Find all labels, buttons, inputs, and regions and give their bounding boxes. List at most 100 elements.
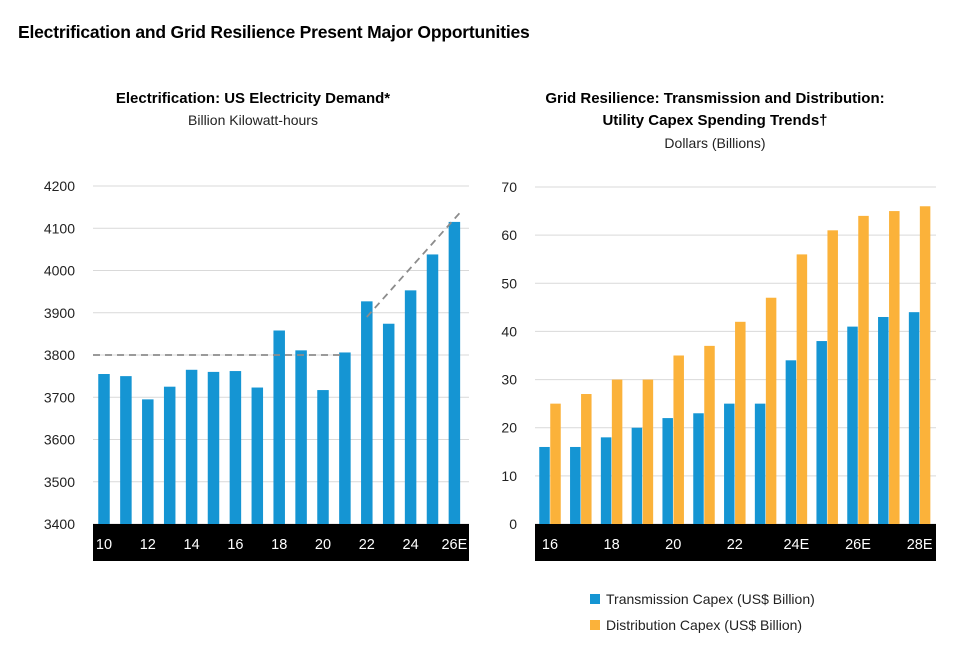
transmission-bar bbox=[724, 403, 735, 524]
right-x-tick-label: 22 bbox=[727, 537, 743, 553]
right-x-axis-band bbox=[535, 524, 936, 561]
legend-swatch-distribution bbox=[590, 620, 600, 630]
transmission-bar bbox=[600, 437, 612, 524]
distribution-bar bbox=[889, 211, 900, 525]
right-chart-legend: Transmission Capex (US$ Billion) Distrib… bbox=[590, 586, 815, 638]
left-x-tick-labels: 10 12 14 16 18 20 22 24 26E bbox=[96, 537, 468, 553]
right-x-tick-label: 16 bbox=[542, 537, 558, 553]
transmission-bar bbox=[785, 360, 797, 524]
left-y-tick-label: 3500 bbox=[44, 474, 75, 490]
left-bar bbox=[361, 301, 373, 524]
left-bar bbox=[339, 352, 351, 524]
right-x-tick-label: 26E bbox=[845, 537, 871, 553]
right-y-tick-label: 10 bbox=[501, 468, 517, 484]
right-chart-title-line-1: Grid Resilience: Transmission and Distri… bbox=[545, 90, 884, 107]
distribution-bar bbox=[611, 379, 623, 524]
left-chart: Electrification: US Electricity Demand* … bbox=[44, 90, 469, 561]
transmission-bar bbox=[662, 418, 673, 524]
distribution-bar bbox=[919, 206, 931, 524]
legend-label-transmission: Transmission Capex (US$ Billion) bbox=[606, 591, 815, 607]
right-y-tick-label: 30 bbox=[501, 372, 517, 388]
left-bar bbox=[98, 374, 110, 524]
left-y-tick-labels: 3400 3500 3600 3700 3800 3900 4000 4100 4200 bbox=[44, 178, 75, 532]
left-x-tick-label: 26E bbox=[441, 537, 467, 553]
left-bar bbox=[229, 371, 242, 524]
distribution-bar bbox=[858, 215, 869, 524]
right-y-tick-label: 0 bbox=[509, 516, 517, 532]
left-bar bbox=[163, 386, 176, 524]
right-y-tick-label: 70 bbox=[501, 179, 517, 195]
right-y-tick-label: 50 bbox=[501, 275, 517, 291]
right-chart: Grid Resilience: Transmission and Distri… bbox=[501, 90, 936, 561]
legend-swatch-transmission bbox=[590, 594, 600, 604]
right-x-tick-labels: 16 18 20 22 24E 26E 28E bbox=[542, 537, 933, 553]
right-bars bbox=[539, 206, 931, 525]
left-bar bbox=[448, 221, 461, 524]
transmission-bar bbox=[631, 427, 643, 524]
transmission-bar bbox=[754, 403, 766, 524]
left-x-axis-band bbox=[93, 524, 469, 561]
left-y-tick-label: 4100 bbox=[44, 220, 75, 236]
distribution-bar bbox=[796, 254, 808, 524]
left-chart-subtitle: Billion Kilowatt-hours bbox=[188, 112, 318, 128]
left-trend-lines bbox=[93, 211, 462, 356]
right-y-tick-label: 40 bbox=[501, 323, 517, 339]
right-x-tick-label: 24E bbox=[783, 537, 809, 553]
left-bar bbox=[185, 369, 198, 524]
left-y-tick-label: 3900 bbox=[44, 305, 75, 321]
left-bar bbox=[317, 390, 329, 524]
distribution-bar bbox=[735, 321, 746, 524]
left-bar bbox=[142, 399, 154, 524]
right-y-tick-labels: 0 10 20 30 40 50 60 70 bbox=[501, 179, 517, 532]
transmission-bar bbox=[908, 312, 920, 524]
left-bar bbox=[251, 387, 264, 524]
distribution-bar bbox=[550, 403, 561, 524]
right-x-tick-label: 18 bbox=[604, 537, 620, 553]
left-x-tick-label: 14 bbox=[184, 537, 200, 553]
left-x-tick-label: 22 bbox=[359, 537, 375, 553]
distribution-bar bbox=[704, 345, 715, 524]
legend-item-transmission: Transmission Capex (US$ Billion) bbox=[590, 586, 815, 612]
legend-label-distribution: Distribution Capex (US$ Billion) bbox=[606, 617, 803, 633]
left-x-tick-label: 12 bbox=[140, 537, 156, 553]
left-y-tick-label: 3700 bbox=[44, 389, 75, 405]
distribution-bar bbox=[642, 379, 654, 524]
distribution-bar bbox=[827, 230, 838, 525]
left-y-tick-label: 4200 bbox=[44, 178, 75, 194]
page-title: Electrification and Grid Resilience Pres… bbox=[18, 22, 530, 42]
transmission-bar bbox=[570, 446, 581, 524]
right-x-tick-label: 28E bbox=[907, 537, 933, 553]
left-x-tick-label: 10 bbox=[96, 537, 112, 553]
left-y-tick-label: 3600 bbox=[44, 432, 75, 448]
transmission-bar bbox=[693, 413, 704, 524]
left-y-tick-label: 3400 bbox=[44, 516, 75, 532]
left-chart-title: Electrification: US Electricity Demand* bbox=[116, 90, 390, 107]
left-y-tick-label: 3800 bbox=[44, 347, 75, 363]
transmission-bar bbox=[847, 326, 858, 524]
right-x-tick-label: 20 bbox=[665, 537, 681, 553]
left-x-tick-label: 20 bbox=[315, 537, 331, 553]
transmission-bar bbox=[816, 341, 827, 524]
left-bars bbox=[98, 221, 461, 524]
transmission-bar bbox=[539, 446, 550, 524]
left-bar bbox=[273, 330, 285, 524]
left-bar bbox=[295, 350, 307, 524]
right-chart-title-line-2: Utility Capex Spending Trends† bbox=[602, 112, 827, 129]
transmission-bar bbox=[878, 316, 889, 524]
left-bar bbox=[426, 254, 439, 524]
distribution-bar bbox=[765, 297, 777, 524]
left-y-tick-label: 4000 bbox=[44, 263, 75, 279]
left-bar bbox=[207, 371, 220, 524]
distribution-bar bbox=[673, 355, 684, 524]
left-x-tick-label: 18 bbox=[271, 537, 287, 553]
right-y-tick-label: 60 bbox=[501, 227, 517, 243]
right-chart-subtitle: Dollars (Billions) bbox=[664, 135, 765, 151]
left-bar bbox=[404, 290, 417, 524]
distribution-bar bbox=[581, 394, 592, 524]
left-x-tick-label: 24 bbox=[403, 537, 419, 553]
left-bar bbox=[382, 323, 395, 524]
legend-item-distribution: Distribution Capex (US$ Billion) bbox=[590, 612, 815, 638]
left-x-tick-label: 16 bbox=[227, 537, 243, 553]
